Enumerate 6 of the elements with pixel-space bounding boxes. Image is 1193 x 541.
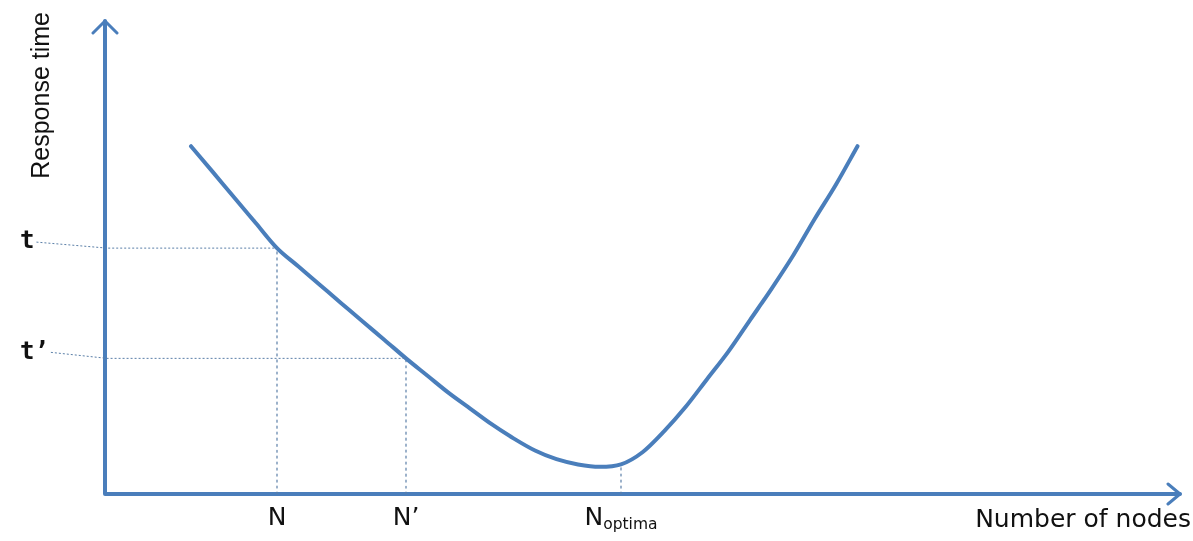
x-tick-label: N (267, 501, 287, 531)
x-tick-label: N’ (392, 501, 420, 531)
x-axis-title: Number of nodes (975, 503, 1191, 533)
y-axis-title: Response time (25, 12, 54, 179)
annotation: t’ (20, 336, 49, 365)
annotation: t (20, 226, 35, 255)
